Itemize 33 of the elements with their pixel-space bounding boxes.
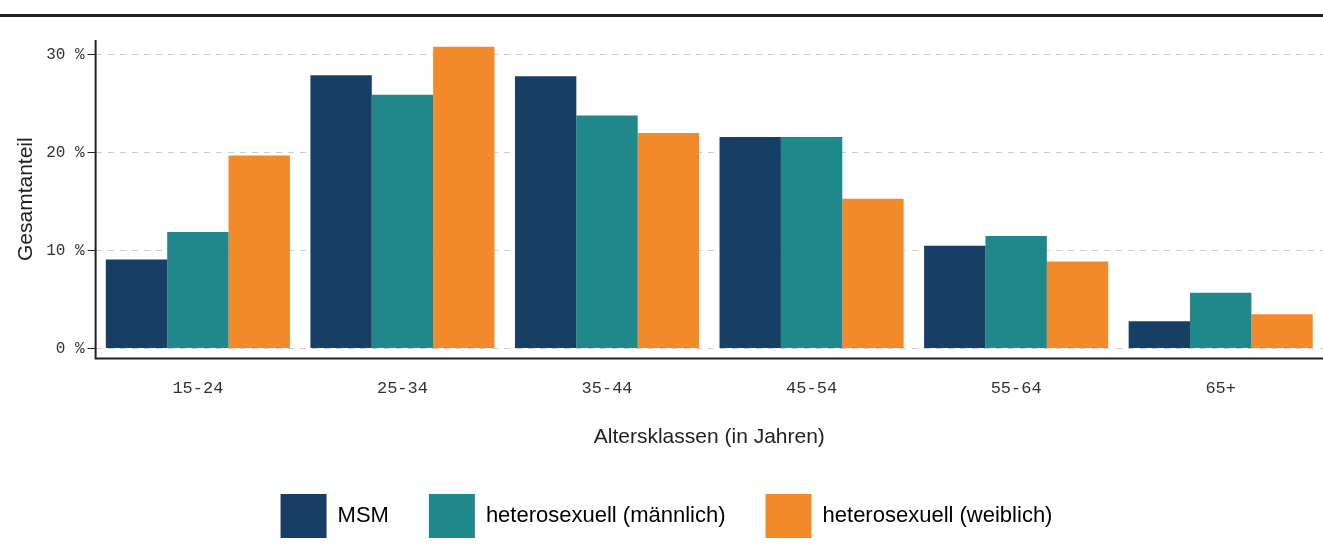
bar bbox=[1190, 292, 1252, 349]
y-tick-label: 20 % bbox=[46, 143, 85, 162]
bar bbox=[514, 76, 577, 349]
bar bbox=[228, 155, 290, 349]
legend-label: heterosexuell (weiblich) bbox=[822, 502, 1053, 528]
bar bbox=[637, 133, 700, 349]
x-tick-label: 65+ bbox=[1205, 379, 1237, 399]
bar bbox=[842, 198, 904, 349]
x-tick-label: 25-34 bbox=[376, 379, 428, 399]
bar bbox=[167, 232, 229, 349]
bar bbox=[1128, 321, 1191, 349]
legend-label: MSM bbox=[337, 502, 389, 528]
bar bbox=[433, 46, 495, 349]
bar bbox=[576, 115, 638, 349]
x-axis-title: Altersklassen (in Jahren) bbox=[593, 424, 825, 448]
bar bbox=[310, 75, 372, 349]
bar bbox=[719, 136, 781, 349]
bar bbox=[1251, 314, 1313, 349]
y-tick-label: 30 % bbox=[46, 45, 85, 64]
bar bbox=[924, 245, 986, 349]
bar bbox=[105, 259, 168, 349]
legend-label: heterosexuell (männlich) bbox=[485, 502, 726, 528]
x-tick-label: 45-54 bbox=[786, 379, 838, 399]
bar bbox=[780, 136, 843, 349]
y-axis-title: Gesamtanteil bbox=[13, 137, 37, 262]
bar bbox=[985, 235, 1047, 349]
bar bbox=[1046, 261, 1109, 349]
x-tick-label: 55-64 bbox=[990, 379, 1042, 399]
y-tick-label: 10 % bbox=[46, 241, 85, 260]
x-tick-label: 35-44 bbox=[581, 379, 633, 399]
y-tick-label: 0 % bbox=[55, 339, 85, 358]
x-tick-label: 15-24 bbox=[172, 379, 224, 399]
bar bbox=[371, 94, 434, 349]
